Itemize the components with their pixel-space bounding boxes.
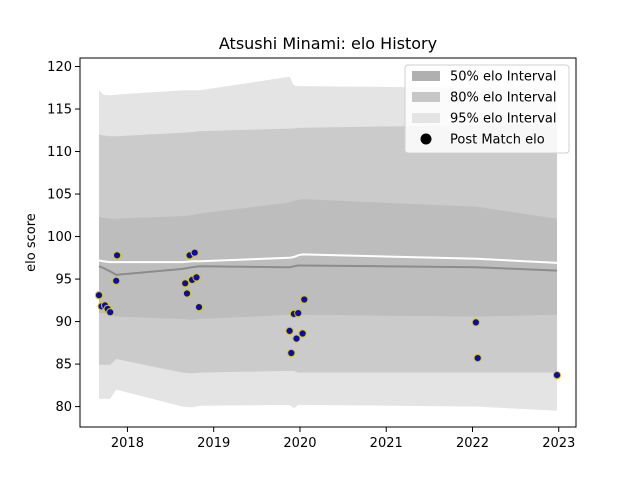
x-tick-label-3: 2021	[370, 436, 403, 451]
mean-line	[98, 253, 558, 264]
y-tick-label-4: 100	[47, 230, 72, 245]
median-line	[98, 264, 558, 276]
post-match-point-19	[298, 329, 307, 338]
legend-box	[404, 64, 570, 154]
legend-label-3: Post Match elo	[450, 133, 545, 148]
x-tick-label-0: 2018	[111, 436, 144, 451]
legend-swatch-1	[412, 92, 440, 102]
legend-marker-3	[420, 133, 432, 145]
post-match-point-14	[285, 326, 294, 335]
y-tick-label-2: 90	[55, 315, 72, 330]
post-match-points	[94, 248, 562, 380]
post-match-point-22	[473, 354, 482, 363]
y-axis-ticks: 80 85 90 95 100 105 110 115 120	[47, 60, 80, 415]
chart-title: Atsushi Minami: elo History	[219, 34, 437, 53]
post-match-point-18	[294, 309, 303, 318]
x-axis-ticks: 2018 2019 2020 2021 2022 2023	[111, 427, 575, 451]
plot-frame	[79, 57, 577, 428]
legend: 50% elo Interval 80% elo Interval 95% elo …	[404, 64, 570, 154]
y-tick-label-6: 110	[47, 145, 72, 160]
y-axis-label: elo score	[24, 213, 39, 272]
trend-lines	[98, 253, 558, 276]
x-tick-label-5: 2023	[542, 436, 575, 451]
post-match-point-6	[113, 251, 122, 260]
post-match-point-21	[471, 318, 480, 327]
post-match-point-20	[300, 295, 309, 304]
y-tick-label-7: 115	[47, 103, 72, 118]
post-match-point-0	[94, 291, 104, 300]
y-tick-label-8: 120	[47, 60, 72, 75]
post-match-point-13	[194, 303, 204, 312]
post-match-point-7	[181, 279, 190, 288]
post-match-point-12	[192, 273, 201, 282]
band-2	[99, 199, 557, 320]
y-tick-label-0: 80	[55, 400, 72, 415]
post-match-point-17	[292, 334, 301, 343]
post-match-point-11	[190, 248, 199, 257]
x-tick-label-2: 2020	[283, 436, 316, 451]
y-tick-label-5: 105	[47, 188, 72, 203]
x-tick-label-1: 2019	[197, 436, 230, 451]
y-tick-label-3: 95	[55, 273, 72, 288]
post-match-point-15	[287, 348, 296, 358]
interval-bands	[99, 76, 557, 411]
legend-label-1: 80% elo Interval	[450, 91, 557, 106]
legend-swatch-2	[412, 113, 440, 123]
post-match-point-23	[552, 371, 562, 380]
legend-label-2: 95% elo Interval	[450, 112, 557, 127]
post-match-point-8	[182, 289, 192, 298]
post-match-point-4	[106, 308, 115, 317]
legend-label-0: 50% elo Interval	[450, 70, 557, 85]
y-tick-label-1: 85	[55, 358, 72, 373]
x-tick-label-4: 2022	[456, 436, 489, 451]
post-match-point-5	[112, 276, 121, 285]
legend-swatch-0	[412, 71, 440, 81]
